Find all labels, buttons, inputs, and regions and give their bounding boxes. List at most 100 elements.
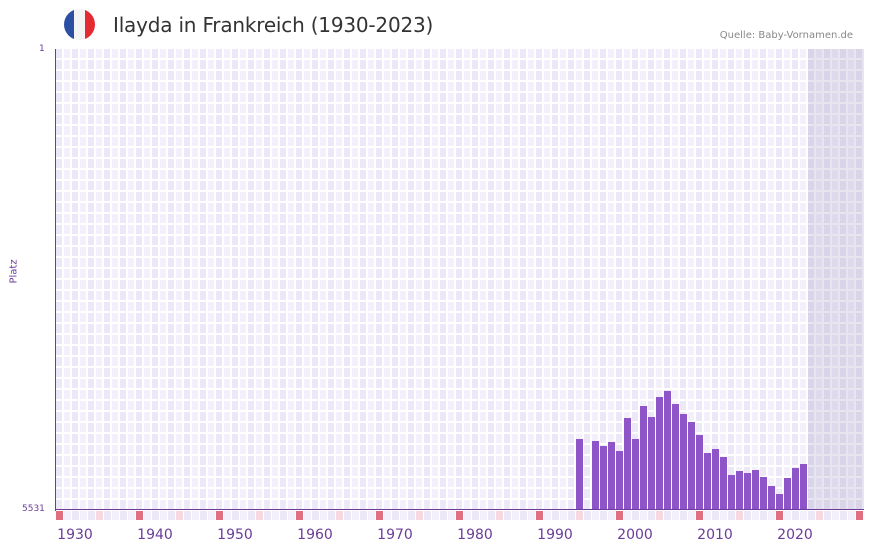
bar[interactable]	[672, 404, 679, 510]
year-cell	[192, 511, 199, 520]
bar[interactable]	[760, 477, 767, 510]
bar[interactable]	[720, 457, 727, 510]
bar[interactable]	[616, 451, 623, 510]
year-cell	[168, 511, 175, 520]
half-decade-marker	[416, 511, 423, 520]
x-axis-line	[55, 509, 864, 510]
bar[interactable]	[696, 435, 703, 510]
year-cell	[112, 511, 119, 520]
year-cell	[248, 511, 255, 520]
bar[interactable]	[656, 397, 663, 510]
x-tick-label: 1990	[537, 527, 573, 543]
year-cell	[88, 511, 95, 520]
bar[interactable]	[776, 494, 783, 510]
half-decade-marker	[496, 511, 503, 520]
year-cell	[792, 511, 799, 520]
x-tick-label: 1970	[377, 527, 413, 543]
year-cell	[360, 511, 367, 520]
year-cell	[288, 511, 295, 520]
bar[interactable]	[744, 473, 751, 510]
bar[interactable]	[736, 471, 743, 510]
decade-marker	[456, 511, 463, 520]
half-decade-marker	[736, 511, 743, 520]
year-cell	[504, 511, 511, 520]
year-cell	[232, 511, 239, 520]
year-cell	[712, 511, 719, 520]
bar[interactable]	[800, 464, 807, 510]
year-cell	[464, 511, 471, 520]
year-cell	[568, 511, 575, 520]
bar[interactable]	[792, 468, 799, 510]
year-cell	[80, 511, 87, 520]
bar[interactable]	[728, 475, 735, 510]
france-flag-icon	[64, 9, 95, 40]
bar[interactable]	[648, 417, 655, 510]
bar[interactable]	[680, 414, 687, 510]
y-axis-line	[55, 49, 56, 511]
decade-marker	[616, 511, 623, 520]
year-cell	[552, 511, 559, 520]
year-cell	[704, 511, 711, 520]
year-cell	[368, 511, 375, 520]
projection-shade	[808, 49, 864, 510]
bar[interactable]	[688, 422, 695, 510]
year-cell	[104, 511, 111, 520]
year-cell	[200, 511, 207, 520]
bar[interactable]	[768, 486, 775, 510]
year-cell	[768, 511, 775, 520]
year-cell	[808, 511, 815, 520]
decade-marker	[136, 511, 143, 520]
y-tick-bottom: 5531	[22, 504, 45, 514]
year-cell	[320, 511, 327, 520]
source-credit: Quelle: Baby-Vornamen.de	[719, 30, 853, 41]
year-cell	[160, 511, 167, 520]
year-cell	[128, 511, 135, 520]
year-cell	[344, 511, 351, 520]
bar[interactable]	[784, 478, 791, 510]
year-cell	[312, 511, 319, 520]
bar[interactable]	[624, 418, 631, 510]
year-cell	[488, 511, 495, 520]
bar[interactable]	[664, 391, 671, 510]
year-cell	[544, 511, 551, 520]
year-cell	[224, 511, 231, 520]
flag-blue	[64, 9, 75, 40]
half-decade-marker	[336, 511, 343, 520]
year-cell	[512, 511, 519, 520]
year-cell	[472, 511, 479, 520]
bar[interactable]	[640, 406, 647, 510]
year-cell	[688, 511, 695, 520]
x-tick-label: 1930	[57, 527, 93, 543]
year-cell	[760, 511, 767, 520]
year-cell	[184, 511, 191, 520]
year-cell	[400, 511, 407, 520]
chart-title: Ilayda in Frankreich (1930-2023)	[113, 13, 434, 37]
bar[interactable]	[576, 439, 583, 510]
year-cell	[304, 511, 311, 520]
half-decade-marker	[816, 511, 823, 520]
x-tick-label: 2020	[777, 527, 813, 543]
decade-marker	[376, 511, 383, 520]
year-cell	[392, 511, 399, 520]
bar[interactable]	[592, 441, 599, 510]
year-cell	[480, 511, 487, 520]
year-cell	[840, 511, 847, 520]
decade-marker	[296, 511, 303, 520]
year-cell	[120, 511, 127, 520]
x-tick-label: 1980	[457, 527, 493, 543]
bar[interactable]	[600, 446, 607, 510]
year-cell	[432, 511, 439, 520]
bar[interactable]	[712, 449, 719, 510]
year-cell	[384, 511, 391, 520]
year-cell	[680, 511, 687, 520]
bar[interactable]	[608, 442, 615, 510]
bar[interactable]	[752, 470, 759, 510]
year-cell	[352, 511, 359, 520]
bar[interactable]	[704, 453, 711, 510]
x-tick-label: 2000	[617, 527, 653, 543]
year-cell	[560, 511, 567, 520]
year-cell	[848, 511, 855, 520]
decade-marker	[216, 511, 223, 520]
year-cell	[824, 511, 831, 520]
bar[interactable]	[632, 439, 639, 510]
